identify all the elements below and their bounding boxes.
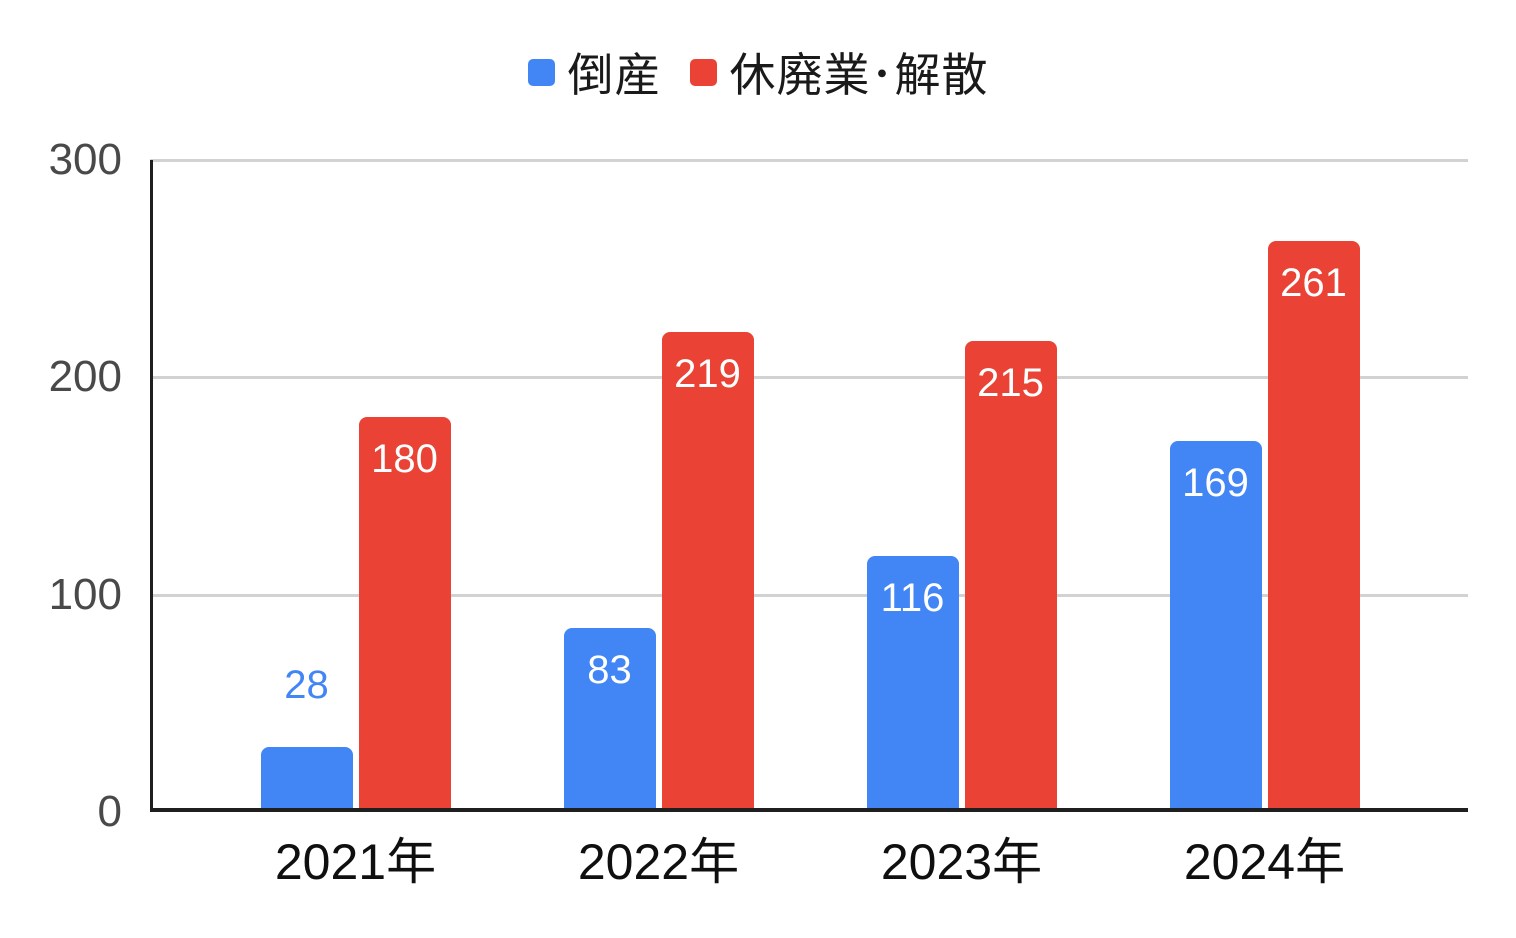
x-tick-label: 2022年 xyxy=(577,834,740,890)
x-tick-label: 2023年 xyxy=(880,834,1043,890)
x-tick-label: 2024年 xyxy=(1183,834,1346,890)
bars-row: 28 180 83 219 116 215 169 261 xyxy=(204,160,1416,808)
bar-series0-2023: 116 xyxy=(866,556,959,808)
bar-data-label: 83 xyxy=(587,648,632,692)
bar-data-label: 169 xyxy=(1182,461,1249,505)
bar-series0-2024: 169 xyxy=(1169,441,1262,808)
legend-item-1: 休廃業･解散 xyxy=(689,39,989,105)
y-tick-label: 200 xyxy=(48,352,122,402)
bar-group-2023: 116 215 xyxy=(810,160,1113,808)
bar-data-label: 219 xyxy=(674,352,741,396)
bar-series1-2021: 180 xyxy=(358,417,451,808)
legend-item-0: 倒産 xyxy=(527,39,662,105)
x-axis-line xyxy=(150,808,1468,812)
bar-data-label: 261 xyxy=(1280,261,1347,305)
bar-data-label: 180 xyxy=(371,437,438,481)
bar-data-label: 116 xyxy=(880,576,945,620)
bar-series1-2023: 215 xyxy=(964,341,1057,808)
y-tick-label: 100 xyxy=(48,569,122,619)
y-axis-line xyxy=(150,160,153,812)
chart-legend: 倒産 休廃業･解散 xyxy=(0,44,1516,101)
bar-data-label: 215 xyxy=(977,361,1044,405)
gridline xyxy=(150,593,1468,597)
x-axis-labels: 2021年 2022年 2023年 2024年 xyxy=(150,834,1468,894)
bar-series1-2024: 261 xyxy=(1267,241,1360,808)
x-tick-label: 2021年 xyxy=(274,834,437,890)
legend-label: 休廃業･解散 xyxy=(729,49,989,101)
y-tick-label: 0 xyxy=(97,787,122,836)
gridline xyxy=(150,376,1468,380)
legend-label: 倒産 xyxy=(567,49,662,101)
bar-data-label: 28 xyxy=(284,663,329,707)
gridline xyxy=(150,159,1468,162)
bar-group-2021: 28 180 xyxy=(204,160,507,808)
legend-swatch-icon xyxy=(689,58,717,86)
bar-series0-2022: 83 xyxy=(563,628,656,808)
plot-area: 28 180 83 219 116 215 169 261 xyxy=(150,159,1468,812)
legend-swatch-icon xyxy=(527,58,555,86)
bar-series1-2022: 219 xyxy=(661,332,754,808)
bar-group-2022: 83 219 xyxy=(507,160,810,808)
y-tick-label: 300 xyxy=(48,135,122,184)
bar-series0-2021: 28 xyxy=(260,665,353,808)
bar-group-2024: 169 261 xyxy=(1113,160,1416,808)
